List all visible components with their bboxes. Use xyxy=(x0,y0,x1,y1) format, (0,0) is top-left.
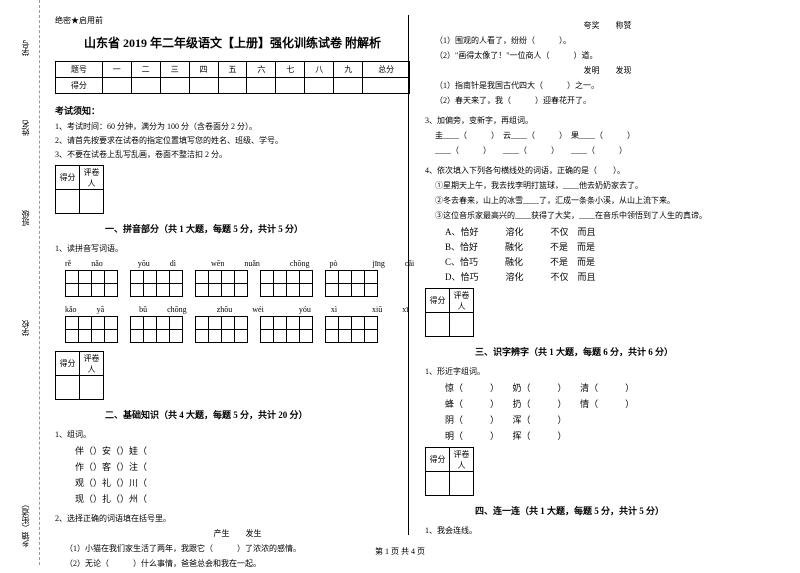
score-h2: 二 xyxy=(131,62,160,78)
s2-q3-chars: 圭____（ ） 云____（ ） 果____（ ） xyxy=(435,130,780,142)
section-2-title: 二、基础知识（共 4 大题，每题 5 分，共计 20 分） xyxy=(105,408,410,421)
exam-title: 山东省 2019 年二年级语文【上册】强化训练试卷 附解析 xyxy=(55,34,410,51)
s4-q1: 1、我会连线。 xyxy=(425,525,780,536)
s2-q2-2: （2）无论（ ）什么事情，爸爸总会和我在一起。 xyxy=(65,558,410,570)
inst-3: 3、不要在试卷上乱写乱画，卷面不整洁扣 2 分。 xyxy=(55,149,410,160)
score-h4: 四 xyxy=(189,62,218,78)
right-column: 夸奖 称赞 （1）围观的人看了，纷纷（ ）。 （2）"画得太像了！"一位商人（ … xyxy=(425,15,780,573)
s2-q2-1: （1）小猫在我们家生活了两年，我跟它（ ）了浓浓的感情。 xyxy=(65,543,410,555)
margin-label-1: 学号 xyxy=(20,40,31,56)
margin-label-5: 乡镇（街道） xyxy=(20,500,31,548)
s2-sub1: 产生 发生 xyxy=(65,528,410,540)
s2-q2-6: （2）春天来了，我（ ）迎春花开了。 xyxy=(435,95,780,107)
s2-sub2: 夸奖 称赞 xyxy=(435,20,780,32)
score-h6: 六 xyxy=(247,62,276,78)
notice-title: 考试须知： xyxy=(55,104,410,117)
s2-q4-choices: A、恰好 溶化 不仅 而且 B、恰好 融化 不是 而是 C、恰巧 融化 不是 而… xyxy=(445,225,780,283)
score-table: 题号 一 二 三 四 五 六 七 八 九 总分 得分 xyxy=(55,61,410,94)
s3-pairs: 惊（ ） 奶（ ） 清（ ） 蜂（ ） 扔（ ） 情（ ） 阴（ ） 浑（ ） … xyxy=(445,381,780,442)
score-value-row: 得分 xyxy=(56,78,410,94)
pinyin-row-1: rě nǎo yōu dì wēn nuǎn chōng pò jīng cǎi xyxy=(65,259,410,268)
section-4-title: 四、连一连（共 1 大题，每题 5 分，共计 5 分） xyxy=(475,504,780,517)
grader-box-3: 得分评卷人 xyxy=(425,288,474,337)
score-h7: 七 xyxy=(276,62,305,78)
section-3-title: 三、识字辨字（共 1 大题，每题 6 分，共计 6 分） xyxy=(475,345,780,358)
s2-sub3: 发明 发现 xyxy=(435,65,780,77)
confidential-mark: 绝密★启用前 xyxy=(55,15,410,26)
s2-q3: 3、加偏旁，变新字，再组词。 xyxy=(425,115,780,126)
score-h9: 九 xyxy=(334,62,363,78)
mt-c2: 评卷人 xyxy=(80,166,104,190)
score-h0: 题号 xyxy=(56,62,103,78)
column-divider xyxy=(408,15,409,535)
s2-q4: 4、依次填入下列各句横线处的词语，正确的是（ ）。 xyxy=(425,165,780,176)
s2-q4-3: ③这位音乐家最高兴的____获得了大奖，____在音乐中领悟到了人生的真谛。 xyxy=(435,210,780,222)
s2-q2-5: （1）指南针是我国古代四大（ ）之一。 xyxy=(435,80,780,92)
s2-q4-2: ②冬去春来，山上的冰雪____了，汇成一条条小溪，从山上流下来。 xyxy=(435,195,780,207)
s3-q1: 1、形近字组词。 xyxy=(425,366,780,377)
grader-box-4: 得分评卷人 xyxy=(425,447,474,496)
s2-q3-blank: ____（ ） ____（ ） ____（ ） xyxy=(435,145,780,157)
s2-q2: 2、选择正确的词语填在括号里。 xyxy=(55,513,410,524)
score-h3: 三 xyxy=(160,62,189,78)
score-row-label: 得分 xyxy=(56,78,103,94)
grader-box-2: 得分评卷人 xyxy=(55,351,104,400)
grid-row-1 xyxy=(65,270,410,297)
inst-1: 1、考试时间：60 分钟，满分为 100 分（含卷面分 2 分）。 xyxy=(55,121,410,132)
score-h1: 一 xyxy=(102,62,131,78)
score-h5: 五 xyxy=(218,62,247,78)
s2-q4-1: ①星期天上午，我去找李明打篮球，____他去奶奶家去了。 xyxy=(435,180,780,192)
score-h10: 总分 xyxy=(363,62,410,78)
pinyin-row-2: kǎo yā bǔ chōng zhōu wéi yóu xì xiū xī xyxy=(65,305,410,314)
s1-q1: 1、读拼音写词语。 xyxy=(55,243,410,254)
s2-q2-4: （2）"画得太像了！"一位商人（ ）道。 xyxy=(435,50,780,62)
section-1-title: 一、拼音部分（共 1 大题，每题 5 分，共计 5 分） xyxy=(105,222,410,235)
main-content: 绝密★启用前 山东省 2019 年二年级语文【上册】强化训练试卷 附解析 题号 … xyxy=(55,15,780,573)
inst-2: 2、请首先按要求在试卷的指定位置填写您的姓名、班级、学号。 xyxy=(55,135,410,146)
instructions: 1、考试时间：60 分钟，满分为 100 分（含卷面分 2 分）。 2、请首先按… xyxy=(55,121,410,160)
grader-box-1: 得分评卷人 xyxy=(55,165,104,214)
margin-label-4: 学校 xyxy=(20,320,31,336)
left-column: 绝密★启用前 山东省 2019 年二年级语文【上册】强化训练试卷 附解析 题号 … xyxy=(55,15,410,573)
mt-c1: 得分 xyxy=(56,166,80,190)
s2-q2-3: （1）围观的人看了，纷纷（ ）。 xyxy=(435,35,780,47)
margin-label-3: 班级 xyxy=(20,210,31,226)
margin-label-2: 姓名 xyxy=(20,120,31,136)
grid-row-2 xyxy=(65,316,410,343)
binding-margin: 学号 姓名 班级 学校 乡镇（街道） xyxy=(10,0,40,565)
page-footer: 第 1 页 共 4 页 xyxy=(375,546,425,557)
score-h8: 八 xyxy=(305,62,334,78)
s2-q1: 1、组词。 xyxy=(55,429,410,440)
zuci-grid: 伴（）安（）娃（ 作（）客（）注（ 观（）礼（）川（ 现（）扎（）州（ xyxy=(75,444,410,505)
score-header-row: 题号 一 二 三 四 五 六 七 八 九 总分 xyxy=(56,62,410,78)
